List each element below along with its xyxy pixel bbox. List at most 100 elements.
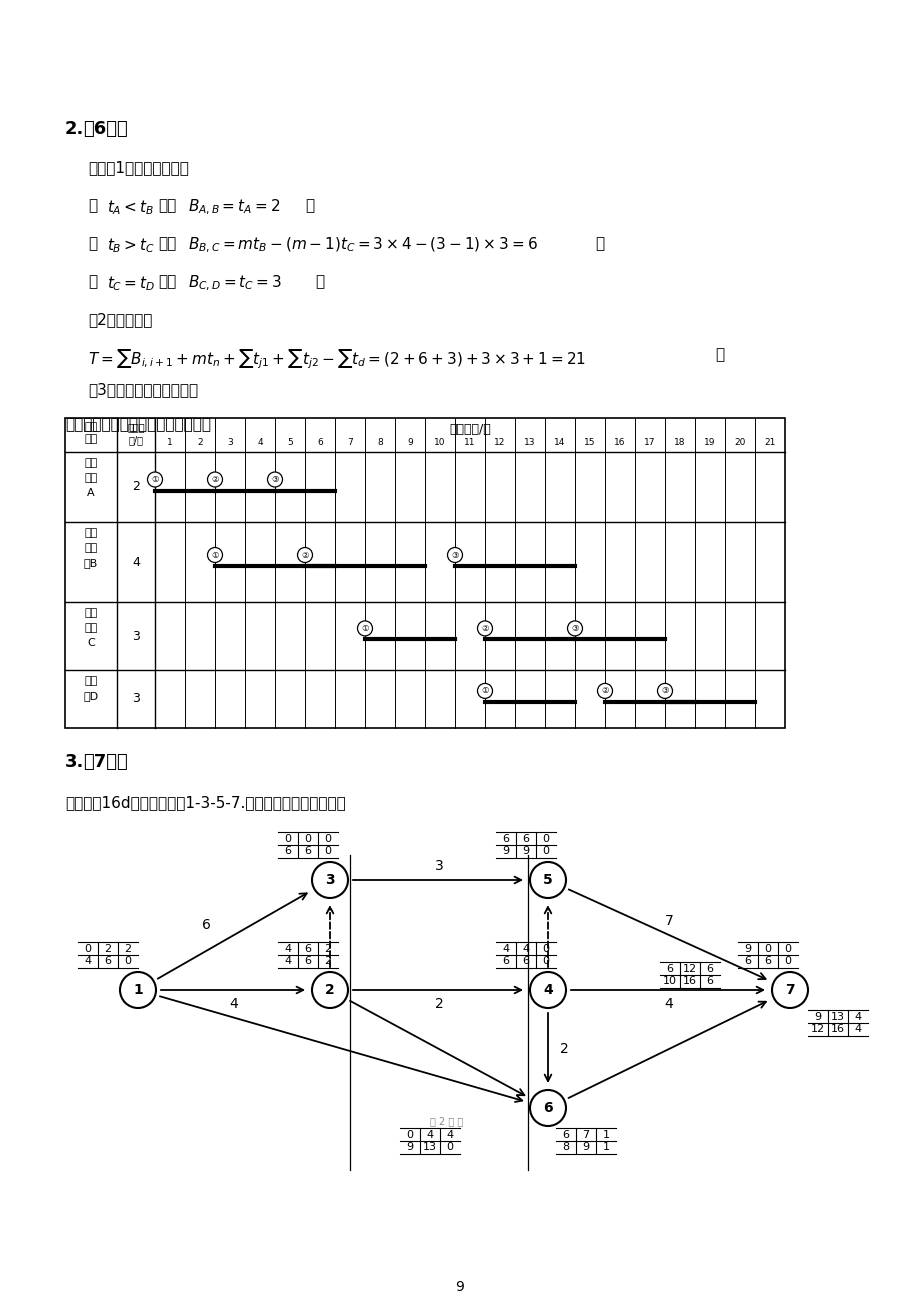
Text: 10: 10 xyxy=(434,437,446,447)
Text: $B_{C,D}=t_C=3$: $B_{C,D}=t_C=3$ xyxy=(187,273,281,293)
Text: 基槽: 基槽 xyxy=(85,473,97,483)
Text: 14: 14 xyxy=(554,437,565,447)
Text: $B_{A,B}=t_A=2$: $B_{A,B}=t_A=2$ xyxy=(187,198,280,217)
Circle shape xyxy=(208,548,222,562)
Text: ①: ① xyxy=(151,475,159,484)
Text: 土垫: 土垫 xyxy=(85,543,97,553)
Text: ②: ② xyxy=(301,551,309,560)
Circle shape xyxy=(529,1090,565,1126)
Circle shape xyxy=(312,973,347,1008)
Circle shape xyxy=(529,973,565,1008)
Text: 1: 1 xyxy=(602,1130,608,1139)
Text: ，得: ，得 xyxy=(158,236,176,251)
Text: 0: 0 xyxy=(764,944,771,953)
Text: 12: 12 xyxy=(682,963,697,974)
Text: 6: 6 xyxy=(764,957,771,966)
Text: 16: 16 xyxy=(682,976,697,987)
Text: （3）绘制施工进度计划表: （3）绘制施工进度计划表 xyxy=(88,381,198,397)
Text: 3: 3 xyxy=(324,874,335,887)
Circle shape xyxy=(297,548,312,562)
Text: 4: 4 xyxy=(85,957,92,966)
Text: 13: 13 xyxy=(524,437,535,447)
Text: 7: 7 xyxy=(664,914,673,928)
Text: 18: 18 xyxy=(674,437,685,447)
Text: 9: 9 xyxy=(522,846,529,857)
Text: 2: 2 xyxy=(324,957,331,966)
Text: 2: 2 xyxy=(105,944,111,953)
Text: 7: 7 xyxy=(784,983,794,997)
Text: 3: 3 xyxy=(132,629,140,642)
Text: 0: 0 xyxy=(304,833,312,844)
Text: 2: 2 xyxy=(124,944,131,953)
Text: 4: 4 xyxy=(132,556,140,569)
Text: 由: 由 xyxy=(88,273,97,289)
Text: 12: 12 xyxy=(810,1025,824,1035)
Text: 6: 6 xyxy=(304,944,312,953)
Text: 6: 6 xyxy=(502,957,509,966)
Text: 1: 1 xyxy=(602,1142,608,1152)
Text: 3: 3 xyxy=(132,693,140,706)
Circle shape xyxy=(312,862,347,898)
Text: 天: 天 xyxy=(595,236,604,251)
Text: 6: 6 xyxy=(562,1130,569,1139)
Text: $B_{B,C}=mt_B-(m-1)t_C=3\times4-(3-1)\times3=6$: $B_{B,C}=mt_B-(m-1)t_C=3\times4-(3-1)\ti… xyxy=(187,236,538,255)
Text: 6: 6 xyxy=(317,437,323,447)
Text: 2: 2 xyxy=(197,437,202,447)
Text: 土D: 土D xyxy=(84,691,98,700)
Text: ②: ② xyxy=(601,686,608,695)
Text: C: C xyxy=(87,638,95,648)
Circle shape xyxy=(477,684,492,698)
Text: 天: 天 xyxy=(714,348,723,362)
Text: 解：（1）计算流水步距: 解：（1）计算流水步距 xyxy=(88,160,188,174)
Text: 1: 1 xyxy=(167,437,173,447)
Text: ①: ① xyxy=(361,624,369,633)
Text: 4: 4 xyxy=(502,944,509,953)
Text: 17: 17 xyxy=(643,437,655,447)
Text: 由: 由 xyxy=(88,236,97,251)
Text: 11: 11 xyxy=(464,437,475,447)
Text: 7: 7 xyxy=(346,437,353,447)
Circle shape xyxy=(657,684,672,698)
Text: 9: 9 xyxy=(502,846,509,857)
Text: ③: ③ xyxy=(571,624,578,633)
Text: 第 2 页 共: 第 2 页 共 xyxy=(429,1116,463,1126)
Text: 开挖: 开挖 xyxy=(85,458,97,467)
Text: 6: 6 xyxy=(105,957,111,966)
Text: $T=\sum B_{i,i+1}+mt_n+\sum t_{j1}+\sum t_{j2}-\sum t_d=(2+6+3)+3\times3+1=21$: $T=\sum B_{i,i+1}+mt_n+\sum t_{j1}+\sum … xyxy=(88,348,585,371)
Text: 4: 4 xyxy=(230,997,238,1010)
Text: 0: 0 xyxy=(406,1130,413,1139)
Text: 过程: 过程 xyxy=(85,434,97,444)
Text: 0: 0 xyxy=(542,944,549,953)
Bar xyxy=(65,418,784,728)
Text: 4: 4 xyxy=(446,1130,453,1139)
Text: 13: 13 xyxy=(423,1142,437,1152)
Text: 9: 9 xyxy=(743,944,751,953)
Text: （2）计算工期: （2）计算工期 xyxy=(88,312,153,327)
Text: $t_B>t_C$: $t_B>t_C$ xyxy=(107,236,154,255)
Circle shape xyxy=(447,548,462,562)
Text: 回填: 回填 xyxy=(85,676,97,686)
Text: 5: 5 xyxy=(287,437,292,447)
Text: 4: 4 xyxy=(522,944,529,953)
Circle shape xyxy=(267,473,282,487)
Text: 6: 6 xyxy=(522,957,529,966)
Text: 6: 6 xyxy=(304,957,312,966)
Text: 12: 12 xyxy=(494,437,505,447)
Text: 4: 4 xyxy=(284,957,291,966)
Text: 21: 21 xyxy=(764,437,775,447)
Text: 由: 由 xyxy=(88,198,97,214)
Text: ②: ② xyxy=(211,475,219,484)
Text: 4: 4 xyxy=(854,1012,860,1022)
Text: 施工: 施工 xyxy=(85,422,97,432)
Text: 6: 6 xyxy=(304,846,312,857)
Text: 4: 4 xyxy=(257,437,263,447)
Text: 0: 0 xyxy=(542,957,549,966)
Text: ②: ② xyxy=(481,624,488,633)
Text: 6: 6 xyxy=(743,957,751,966)
Text: 1: 1 xyxy=(133,983,142,997)
Text: 6: 6 xyxy=(502,833,509,844)
Text: 拍/天: 拍/天 xyxy=(129,435,143,445)
Text: 9: 9 xyxy=(813,1012,821,1022)
Text: 6: 6 xyxy=(542,1101,552,1115)
Text: 6: 6 xyxy=(284,846,291,857)
